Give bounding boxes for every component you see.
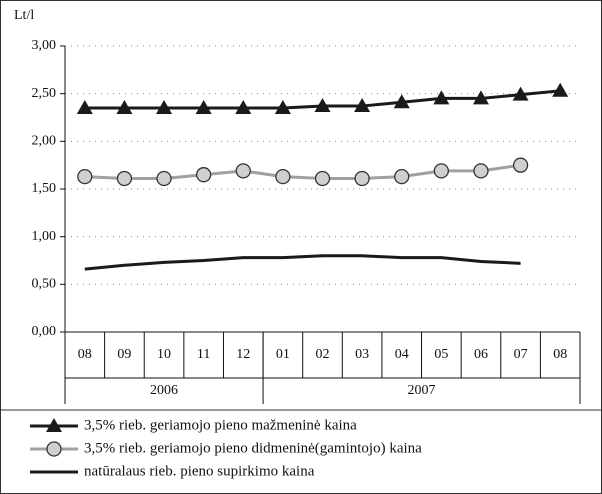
point-marker	[314, 170, 331, 187]
point-marker	[512, 86, 529, 101]
y-tick-label: 1,50	[32, 181, 57, 196]
point-marker	[76, 99, 93, 114]
point-marker	[433, 163, 449, 179]
point-marker	[274, 99, 291, 114]
legend-label: 3,5% rieb. geriamojo pieno didmeninė(gam…	[84, 440, 422, 456]
y-axis-label: Lt/l	[14, 8, 34, 23]
x-tick-label: 06	[474, 347, 488, 362]
point-marker	[235, 99, 252, 114]
x-tick-label: 08	[553, 347, 567, 362]
y-tick-label: 2,00	[32, 134, 57, 149]
x-tick-label: 10	[157, 347, 171, 362]
point-marker	[512, 157, 529, 173]
y-tick-label: 0,50	[32, 277, 57, 292]
point-marker	[235, 163, 251, 179]
point-marker	[196, 167, 212, 183]
point-marker	[314, 98, 331, 113]
y-tick-label: 0,00	[32, 324, 57, 339]
y-tick-label: 1,00	[32, 229, 57, 244]
y-tick-label: 2,50	[32, 86, 57, 101]
x-tick-label: 02	[316, 347, 330, 362]
point-marker	[354, 98, 371, 113]
point-marker	[116, 170, 133, 187]
point-marker	[77, 168, 93, 185]
point-marker	[394, 168, 410, 185]
x-tick-label: 01	[276, 347, 290, 362]
x-tick-label: 03	[355, 347, 369, 362]
point-marker	[472, 90, 489, 105]
point-marker	[195, 99, 212, 114]
group-label: 2007	[408, 383, 436, 398]
point-marker	[156, 170, 172, 187]
point-marker	[275, 168, 291, 185]
x-tick-label: 07	[514, 347, 528, 362]
x-tick-label: 11	[197, 347, 210, 362]
point-marker	[116, 99, 133, 114]
x-tick-label: 12	[236, 347, 250, 362]
series-line	[84, 254, 521, 271]
point-marker	[354, 170, 370, 187]
legend-marker	[46, 418, 62, 432]
y-tick-label: 3,00	[32, 38, 57, 53]
x-tick-label: 09	[117, 347, 131, 362]
x-tick-label: 08	[78, 347, 92, 362]
x-tick-label: 04	[395, 347, 409, 362]
point-marker	[156, 99, 173, 114]
legend-marker	[46, 441, 62, 457]
legend-label: 3,5% rieb. geriamojo pieno mažmeninė kai…	[84, 417, 357, 433]
point-marker	[473, 163, 489, 179]
x-tick-label: 05	[434, 347, 448, 362]
group-label: 2006	[150, 383, 178, 398]
point-marker	[433, 90, 450, 105]
legend-label: natūralaus rieb. pieno supirkimo kaina	[84, 463, 315, 479]
point-marker	[552, 82, 569, 97]
point-marker	[393, 94, 410, 109]
